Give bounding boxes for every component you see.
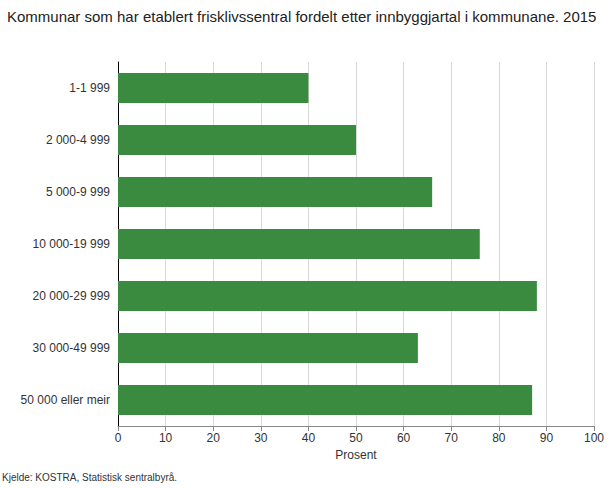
svg-text:20: 20 [207,431,221,445]
svg-text:1-1 999: 1-1 999 [69,81,110,95]
svg-text:2 000-4 999: 2 000-4 999 [46,133,110,147]
svg-text:10: 10 [159,431,173,445]
svg-text:0: 0 [115,431,122,445]
svg-text:50: 50 [349,431,363,445]
svg-text:Kommunar som har etablert fris: Kommunar som har etablert frisklivssentr… [7,8,596,25]
svg-text:60: 60 [397,431,411,445]
svg-text:30: 30 [254,431,268,445]
svg-text:30 000-49 999: 30 000-49 999 [33,341,111,355]
svg-text:70: 70 [445,431,459,445]
svg-text:Kjelde: KOSTRA, Statistisk sen: Kjelde: KOSTRA, Statistisk sentralbyrå. [2,472,177,483]
svg-text:80: 80 [492,431,506,445]
svg-text:90: 90 [540,431,554,445]
svg-text:20 000-29 999: 20 000-29 999 [33,289,111,303]
svg-text:50 000 eller meir: 50 000 eller meir [21,393,110,407]
svg-text:5 000-9 999: 5 000-9 999 [46,185,110,199]
svg-text:40: 40 [302,431,316,445]
svg-text:100: 100 [584,431,604,445]
svg-text:Prosent: Prosent [335,448,377,462]
svg-text:10 000-19 999: 10 000-19 999 [33,237,111,251]
